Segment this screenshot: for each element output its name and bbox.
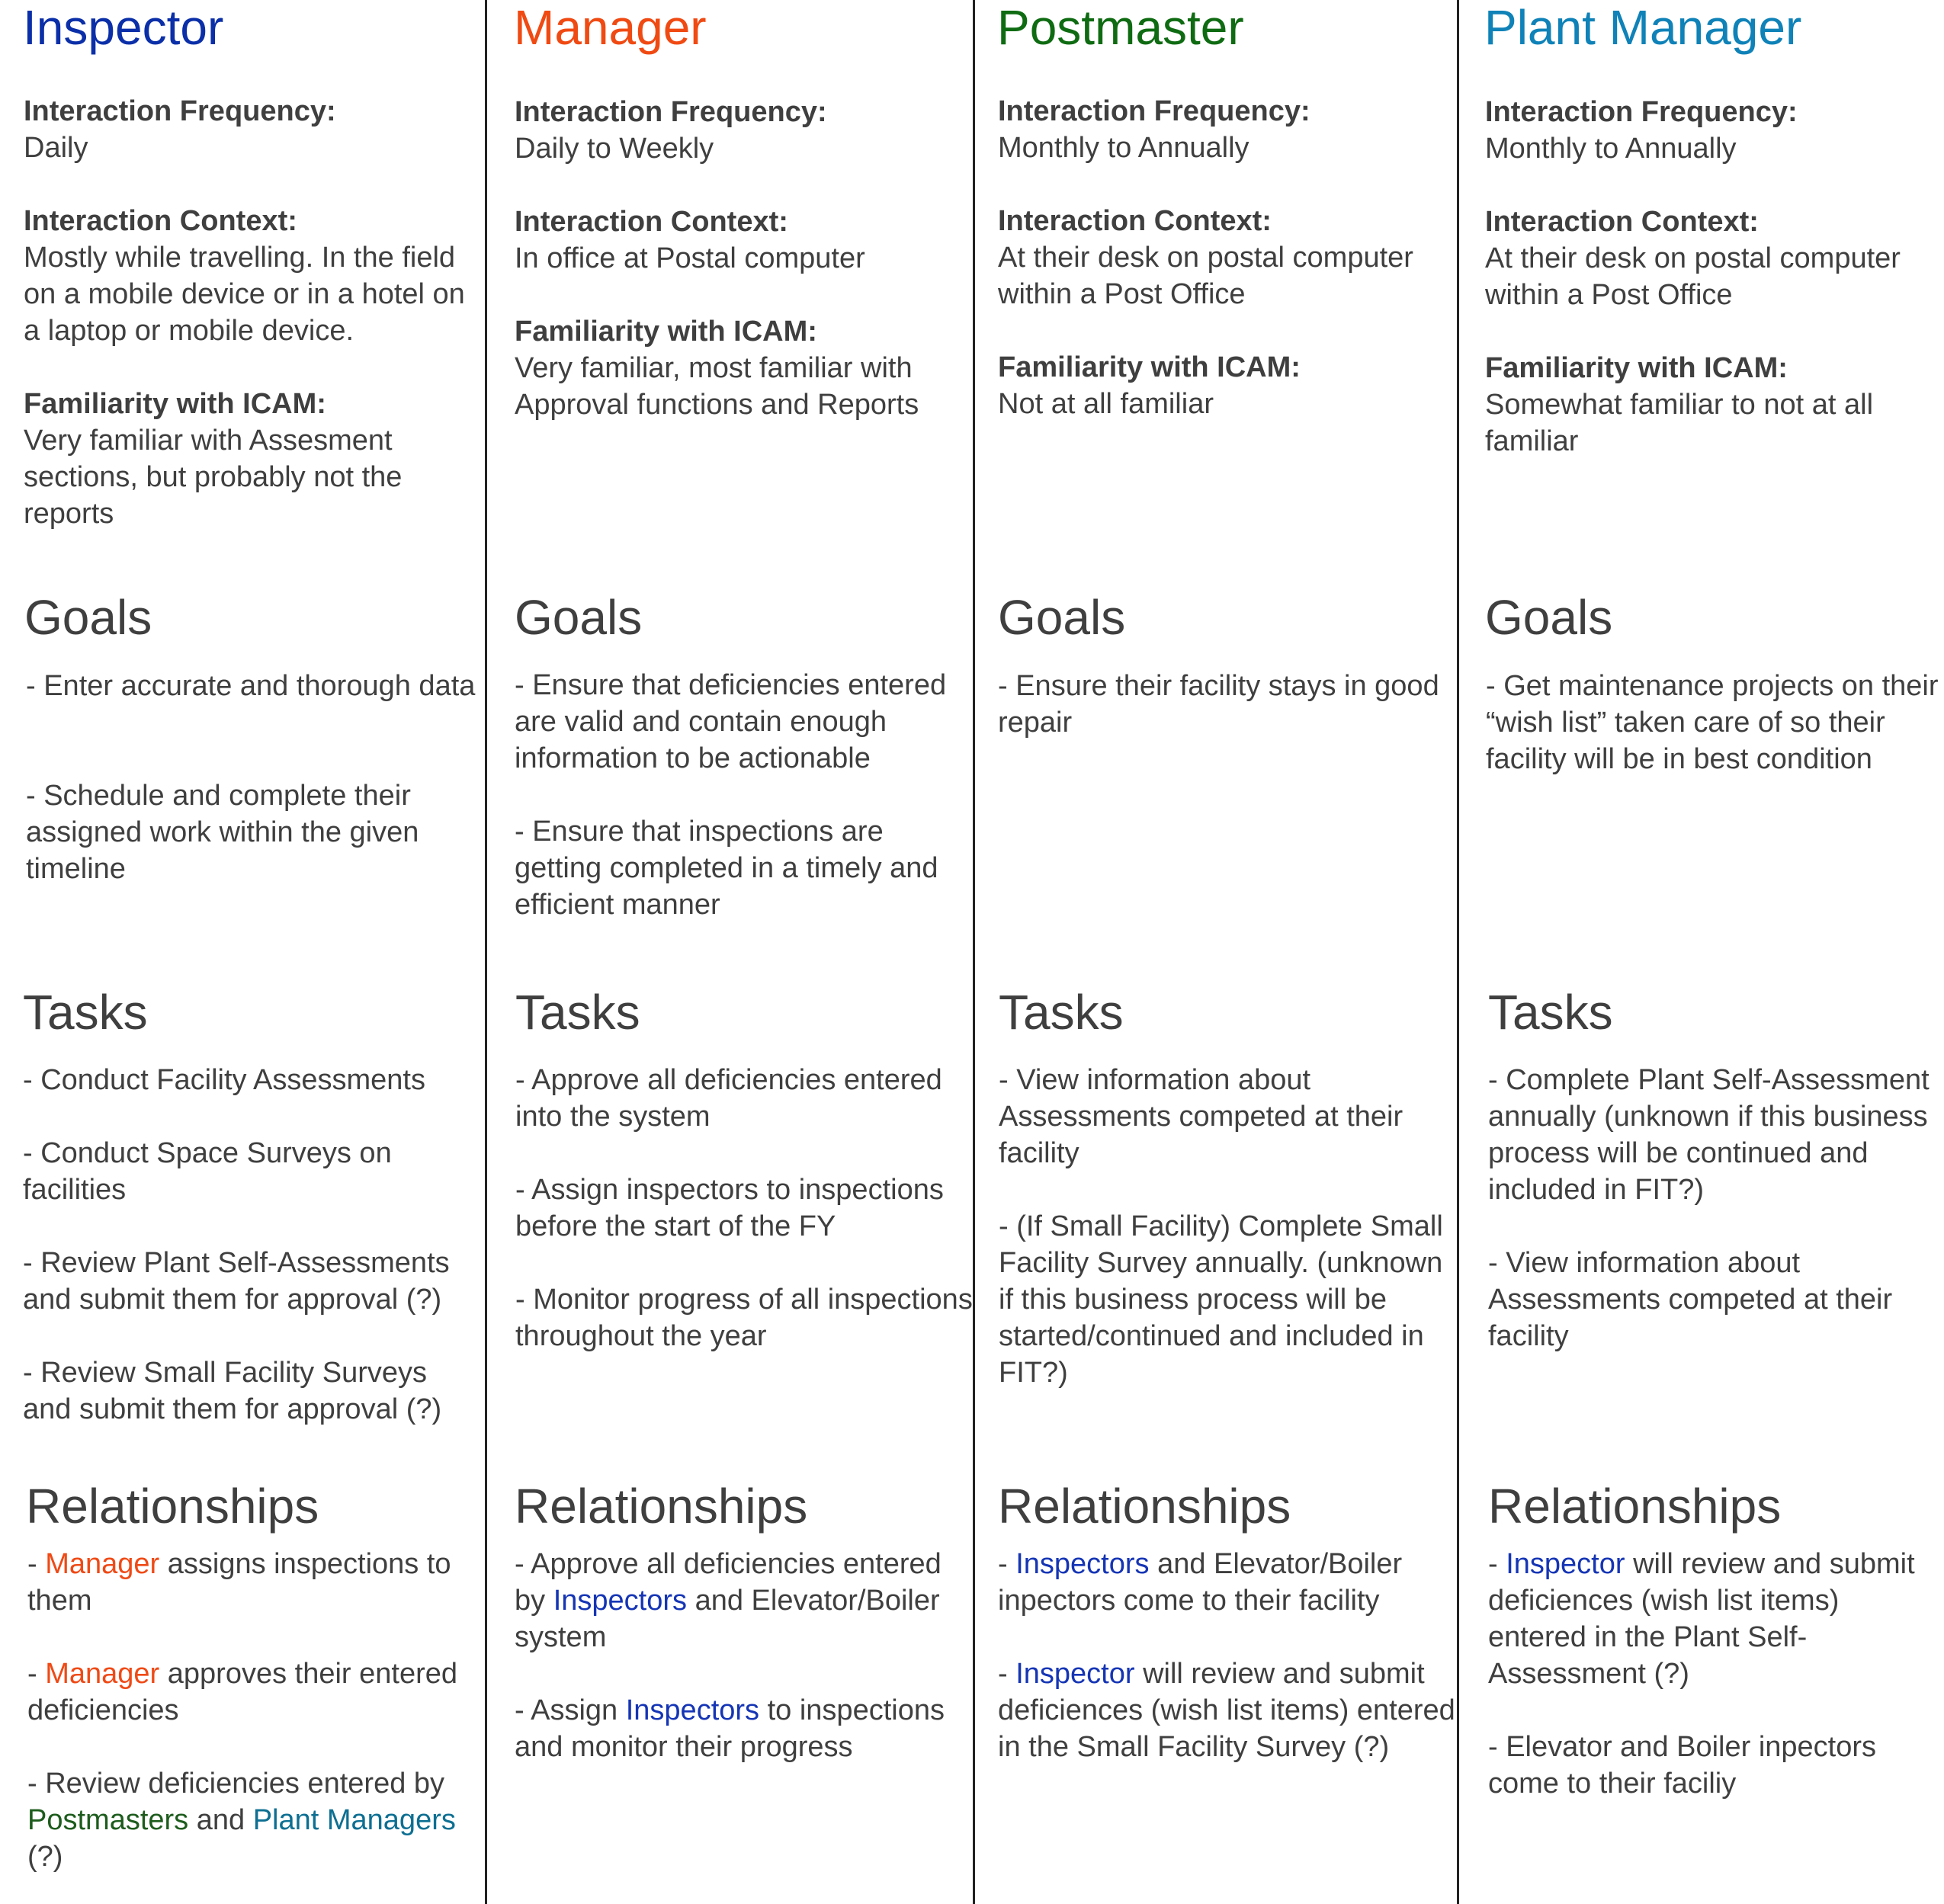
persona-title: Postmaster — [997, 0, 1244, 55]
context-value: In office at Postal computer — [515, 242, 865, 274]
frequency-label: Interaction Frequency: — [1485, 96, 1798, 128]
tasks-heading: Tasks — [515, 985, 640, 1040]
frequency-value: Daily to Weekly — [515, 133, 714, 165]
persona-column-plant-manager: Plant Manager Interaction Frequency: Mon… — [1460, 0, 1942, 1904]
relationships-heading: Relationships — [26, 1479, 319, 1534]
relationship-text: assigns inspections to them — [27, 1548, 451, 1617]
frequency-label: Interaction Frequency: — [998, 95, 1310, 127]
task-item: - Complete Plant Self-Assessment annuall… — [1488, 1064, 1930, 1206]
familiarity-label: Familiarity with ICAM: — [998, 351, 1301, 383]
familiarity-label: Familiarity with ICAM: — [515, 316, 817, 348]
relationships-heading: Relationships — [1488, 1479, 1782, 1534]
column-divider — [973, 0, 975, 1904]
goal-item: - Ensure their facility stays in good re… — [998, 670, 1439, 739]
familiarity-label: Familiarity with ICAM: — [24, 388, 326, 420]
context-value: Mostly while travelling. In the field on… — [24, 242, 465, 347]
task-item: - Conduct Facility Assessments — [23, 1064, 425, 1096]
context-label: Interaction Context: — [24, 205, 297, 237]
relationship-prefix: - — [998, 1548, 1016, 1580]
inspector-persona-link: Inspectors — [1015, 1548, 1150, 1580]
goal-item: - Get maintenance projects on their “wis… — [1486, 670, 1939, 775]
goals-heading: Goals — [515, 590, 643, 645]
frequency-label: Interaction Frequency: — [515, 96, 827, 128]
relationship-text: will review and submit deficiences (wish… — [998, 1658, 1455, 1763]
inspector-persona-link: Inspectors — [553, 1585, 688, 1617]
familiarity-label: Familiarity with ICAM: — [1485, 352, 1788, 384]
relationship-item: - Elevator and Boiler inpectors come to … — [1488, 1731, 1877, 1800]
inspector-persona-link: Inspector — [1506, 1548, 1625, 1580]
relationships-heading: Relationships — [998, 1479, 1291, 1534]
postmaster-persona-link: Postmasters — [27, 1804, 189, 1836]
relationship-item: - Approve all deficiencies entered by In… — [515, 1546, 972, 1656]
task-item: - (If Small Facility) Complete Small Fac… — [999, 1210, 1443, 1389]
familiarity-value: Very familiar with Assesment sections, b… — [24, 425, 403, 530]
inspector-persona-link: Inspector — [1015, 1658, 1135, 1690]
relationship-text: and Elevator/Boiler system — [515, 1585, 940, 1653]
frequency-value: Monthly to Annually — [998, 132, 1249, 164]
tasks-heading: Tasks — [999, 985, 1124, 1040]
relationship-text: will review and submit deficiences (wish… — [1488, 1548, 1915, 1690]
persona-column-inspector: Inspector Interaction Frequency: Daily I… — [0, 0, 482, 1904]
goal-item: - Schedule and complete their assigned w… — [26, 780, 419, 885]
familiarity-value: Very familiar, most familiar with Approv… — [515, 352, 919, 421]
goal-item: - Ensure that inspections are getting co… — [515, 816, 938, 921]
column-divider — [1457, 0, 1459, 1904]
manager-persona-link: Manager — [45, 1658, 160, 1690]
tasks-heading: Tasks — [23, 985, 148, 1040]
relationship-prefix: - Assign — [515, 1694, 626, 1726]
task-item: - Approve all deficiencies entered into … — [515, 1064, 942, 1133]
persona-column-postmaster: Postmaster Interaction Frequency: Monthl… — [976, 0, 1458, 1904]
context-label: Interaction Context: — [998, 205, 1272, 237]
relationship-item: - Manager assigns inspections to them — [27, 1546, 485, 1619]
task-item: - Monitor progress of all inspections th… — [515, 1284, 973, 1352]
task-item: - View information about Assessments com… — [999, 1064, 1403, 1169]
relationship-prefix: - — [27, 1658, 46, 1690]
context-label: Interaction Context: — [515, 206, 788, 238]
goal-item: - Enter accurate and thorough data — [26, 670, 476, 702]
task-item: - Review Plant Self-Assessments and subm… — [23, 1247, 450, 1316]
relationship-prefix: - Approve all deficiencies entered by — [515, 1548, 942, 1617]
manager-persona-link: Manager — [45, 1548, 160, 1580]
relationship-text: approves their entered deficiencies — [27, 1658, 458, 1726]
goal-item: - Ensure that deficiencies entered are v… — [515, 669, 947, 774]
tasks-heading: Tasks — [1488, 985, 1613, 1040]
persona-title: Plant Manager — [1484, 0, 1802, 55]
relationship-item: - Inspectors and Elevator/Boiler inpecto… — [998, 1546, 1455, 1619]
relationship-item: - Manager approves their entered deficie… — [27, 1656, 485, 1729]
relationship-text: (?) — [27, 1841, 63, 1873]
goals-heading: Goals — [1485, 590, 1613, 645]
persona-title: Manager — [514, 0, 707, 55]
relationship-item: - Inspector will review and submit defic… — [1488, 1546, 1938, 1692]
relationship-prefix: - Review deficiencies entered by — [27, 1768, 445, 1800]
task-item: - View information about Assessments com… — [1488, 1247, 1893, 1352]
relationship-item: - Assign Inspectors to inspections and m… — [515, 1692, 972, 1765]
familiarity-value: Not at all familiar — [998, 388, 1214, 420]
frequency-value: Monthly to Annually — [1485, 133, 1737, 165]
context-value: At their desk on postal computer within … — [998, 242, 1413, 310]
context-value: At their desk on postal computer within … — [1485, 242, 1901, 311]
inspector-persona-link: Inspectors — [625, 1694, 760, 1726]
frequency-value: Daily — [24, 132, 88, 164]
relationship-item: - Inspector will review and submit defic… — [998, 1656, 1455, 1765]
goals-heading: Goals — [24, 590, 152, 645]
column-divider — [485, 0, 487, 1904]
relationship-text: and Elevator/Boiler inpectors come to th… — [998, 1548, 1403, 1617]
relationship-prefix: - — [27, 1548, 46, 1580]
task-item: - Conduct Space Surveys on facilities — [23, 1137, 392, 1206]
task-item: - Review Small Facility Surveys and subm… — [23, 1357, 442, 1425]
task-item: - Assign inspectors to inspections befor… — [515, 1174, 944, 1242]
relationship-text: to inspections and monitor their progres… — [515, 1694, 945, 1763]
context-label: Interaction Context: — [1485, 206, 1759, 238]
relationships-heading: Relationships — [515, 1479, 808, 1534]
relationship-item: - Review deficiencies entered by Postmas… — [27, 1765, 470, 1875]
persona-title: Inspector — [23, 0, 224, 55]
relationship-prefix: - — [1488, 1548, 1506, 1580]
goals-heading: Goals — [998, 590, 1126, 645]
relationship-text: and — [188, 1804, 253, 1836]
plant-manager-persona-link: Plant Managers — [252, 1804, 456, 1836]
frequency-label: Interaction Frequency: — [24, 95, 336, 127]
familiarity-value: Somewhat familiar to not at all familiar — [1485, 389, 1874, 457]
persona-column-manager: Manager Interaction Frequency: Daily to … — [488, 0, 973, 1904]
relationship-prefix: - — [998, 1658, 1016, 1690]
